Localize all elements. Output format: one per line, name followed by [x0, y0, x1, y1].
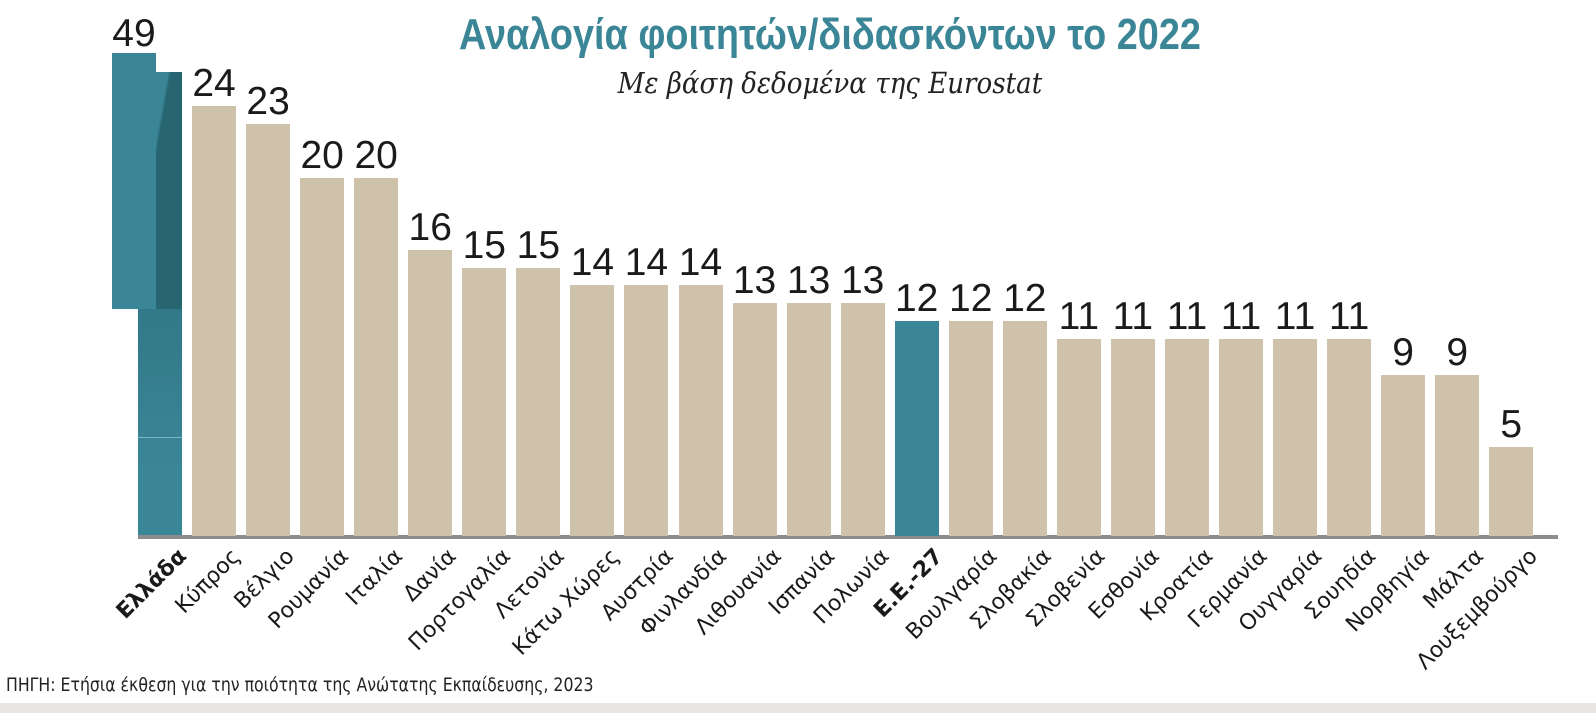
value-label: 20 — [300, 134, 344, 177]
bar — [624, 285, 669, 536]
value-label: 20 — [354, 134, 398, 177]
bar — [516, 267, 561, 536]
bar — [1056, 339, 1101, 536]
value-label: 5 — [1500, 402, 1523, 446]
value-label: 13 — [840, 259, 885, 303]
chart-title: Αναλογία φοιτητών/διδασκόντων το 2022 — [459, 10, 1201, 59]
greece-bar-break-line — [138, 437, 182, 438]
bar — [948, 321, 993, 536]
bar — [408, 249, 453, 536]
value-label: 14 — [624, 241, 669, 285]
bar — [1435, 374, 1480, 536]
bar — [570, 285, 615, 536]
bar — [1273, 339, 1318, 536]
value-label: 13 — [732, 259, 777, 303]
value-label: 14 — [570, 241, 615, 285]
value-label: 12 — [1003, 277, 1047, 321]
value-label: 13 — [786, 259, 831, 303]
value-label: 11 — [1328, 295, 1370, 339]
value-label: 11 — [1220, 295, 1262, 339]
bar — [1110, 339, 1155, 536]
bar — [894, 321, 939, 536]
bar — [300, 178, 345, 536]
value-label: 9 — [1446, 330, 1469, 374]
bar — [786, 303, 831, 536]
bar — [462, 267, 507, 536]
bar — [840, 303, 885, 536]
bar — [1381, 374, 1426, 536]
value-label: 15 — [516, 223, 561, 267]
greece-bar-fold — [156, 72, 182, 309]
value-label: 11 — [1166, 295, 1208, 339]
value-label: 23 — [246, 80, 290, 124]
value-label: 12 — [894, 277, 939, 321]
greece-value-label: 49 — [112, 12, 156, 55]
bar — [732, 303, 777, 536]
bar — [1327, 339, 1372, 536]
value-label: 16 — [408, 205, 452, 249]
value-label: 11 — [1112, 295, 1154, 339]
bar — [246, 124, 291, 536]
value-label: 15 — [462, 223, 506, 267]
bar-chart: 49 24 23 20 20 16 15 15 14 14 14 13 13 13 12 12 12 11 11 1… — [112, 12, 1558, 539]
bottom-strip — [0, 703, 1596, 713]
bar — [1489, 446, 1534, 536]
value-label: 12 — [949, 277, 993, 321]
greece-bar-upper — [112, 53, 156, 309]
bar — [1002, 321, 1047, 536]
bar — [1164, 339, 1209, 536]
value-label: 11 — [1274, 295, 1316, 339]
x-axis-line — [138, 535, 1558, 539]
bar — [354, 178, 399, 536]
value-label: 24 — [192, 62, 236, 106]
value-label: 11 — [1058, 295, 1100, 339]
source-note: ΠΗΓΗ: Ετήσια έκθεση για την ποιότητα της… — [6, 674, 594, 696]
value-label: 14 — [678, 241, 723, 285]
bar — [1219, 339, 1263, 536]
chart-subtitle: Με βάση δεδομένα της Eurostat — [617, 66, 1043, 100]
bar — [192, 106, 237, 536]
bar — [678, 285, 723, 536]
value-label: 9 — [1392, 330, 1414, 374]
